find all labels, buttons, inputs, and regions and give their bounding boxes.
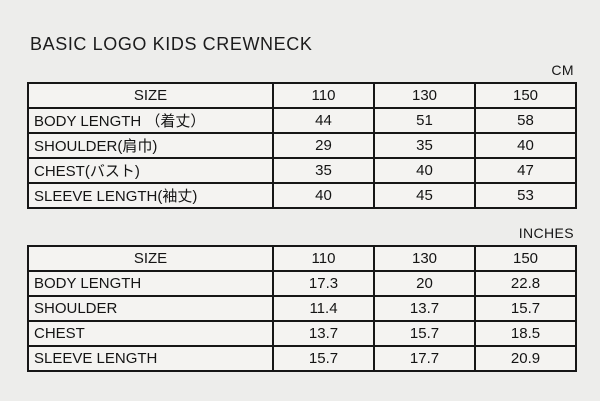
size-table-block-cm: CM SIZE 110 130 150 BODY LENGTH （着丈） 44 51 58 SH… xyxy=(27,60,577,209)
measurement-value: 20 xyxy=(373,270,476,297)
measurement-value: 45 xyxy=(373,182,476,209)
measurement-value: 58 xyxy=(474,107,577,134)
measurement-label: CHEST(バスト) xyxy=(27,157,274,184)
measurement-value: 13.7 xyxy=(373,295,476,322)
page-title: BASIC LOGO KIDS CREWNECK xyxy=(30,34,313,54)
measurement-value: 44 xyxy=(272,107,375,134)
table-row: SHOULDER 11.4 13.7 15.7 xyxy=(27,295,577,322)
measurement-label: SHOULDER xyxy=(27,295,274,322)
table-row: SLEEVE LENGTH(袖丈) 40 45 53 xyxy=(27,182,577,209)
table-row: CHEST 13.7 15.7 18.5 xyxy=(27,320,577,347)
table-header-row: SIZE 110 130 150 xyxy=(27,245,577,272)
size-column-header: 150 xyxy=(474,245,577,272)
measurement-value: 15.7 xyxy=(373,320,476,347)
measurement-value: 51 xyxy=(373,107,476,134)
size-table-cm: SIZE 110 130 150 BODY LENGTH （着丈） 44 51 58 SHOUL… xyxy=(27,82,577,209)
measurement-label: SLEEVE LENGTH(袖丈) xyxy=(27,182,274,209)
measurement-value: 53 xyxy=(474,182,577,209)
measurement-value: 15.7 xyxy=(474,295,577,322)
measurement-value: 40 xyxy=(272,182,375,209)
size-column-header: 130 xyxy=(373,82,476,109)
measurement-value: 11.4 xyxy=(272,295,375,322)
size-header-cell: SIZE xyxy=(27,82,274,109)
measurement-label: BODY LENGTH （着丈） xyxy=(27,107,274,134)
measurement-value: 18.5 xyxy=(474,320,577,347)
table-row: BODY LENGTH （着丈） 44 51 58 xyxy=(27,107,577,134)
measurement-value: 40 xyxy=(373,157,476,184)
measurement-label: SLEEVE LENGTH xyxy=(27,345,274,372)
table-header-row: SIZE 110 130 150 xyxy=(27,82,577,109)
measurement-value: 35 xyxy=(373,132,476,159)
measurement-label: CHEST xyxy=(27,320,274,347)
measurement-value: 29 xyxy=(272,132,375,159)
measurement-label: SHOULDER(肩巾) xyxy=(27,132,274,159)
size-column-header: 110 xyxy=(272,245,375,272)
table-row: SLEEVE LENGTH 15.7 17.7 20.9 xyxy=(27,345,577,372)
measurement-value: 13.7 xyxy=(272,320,375,347)
measurement-value: 17.7 xyxy=(373,345,476,372)
measurement-label: BODY LENGTH xyxy=(27,270,274,297)
measurement-value: 22.8 xyxy=(474,270,577,297)
size-column-header: 130 xyxy=(373,245,476,272)
measurement-value: 20.9 xyxy=(474,345,577,372)
measurement-value: 35 xyxy=(272,157,375,184)
measurement-value: 15.7 xyxy=(272,345,375,372)
size-table-block-inches: INCHES SIZE 110 130 150 BODY LENGTH 17.3 20 22.… xyxy=(27,223,577,372)
table-row: CHEST(バスト) 35 40 47 xyxy=(27,157,577,184)
size-table-inches: SIZE 110 130 150 BODY LENGTH 17.3 20 22.8 SHOULD… xyxy=(27,245,577,372)
unit-label-cm: CM xyxy=(551,62,574,78)
table-row: BODY LENGTH 17.3 20 22.8 xyxy=(27,270,577,297)
size-header-cell: SIZE xyxy=(27,245,274,272)
measurement-value: 17.3 xyxy=(272,270,375,297)
size-column-header: 110 xyxy=(272,82,375,109)
measurement-value: 40 xyxy=(474,132,577,159)
size-column-header: 150 xyxy=(474,82,577,109)
table-row: SHOULDER(肩巾) 29 35 40 xyxy=(27,132,577,159)
unit-label-inches: INCHES xyxy=(518,225,574,241)
measurement-value: 47 xyxy=(474,157,577,184)
